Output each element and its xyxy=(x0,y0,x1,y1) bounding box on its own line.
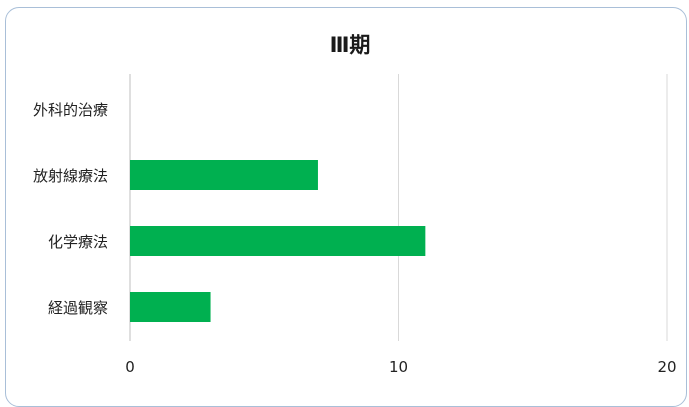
chart-frame xyxy=(5,7,687,407)
category-label-1: 外科的治療 xyxy=(33,101,108,119)
bars xyxy=(130,160,426,322)
x-tick-label-20: 20 xyxy=(657,358,676,376)
x-tick-label-10: 10 xyxy=(389,358,408,376)
x-tick-label-0: 0 xyxy=(125,358,135,376)
bar-4 xyxy=(130,292,211,322)
category-label-2: 放射線療法 xyxy=(33,167,108,185)
bar-2 xyxy=(130,160,318,190)
chart-title: Ⅲ期 xyxy=(330,33,371,57)
x-tick-labels: 0 10 20 xyxy=(125,358,676,376)
bar-3 xyxy=(130,226,426,256)
category-label-4: 経過観察 xyxy=(48,299,108,317)
category-label-3: 化学療法 xyxy=(48,233,108,251)
